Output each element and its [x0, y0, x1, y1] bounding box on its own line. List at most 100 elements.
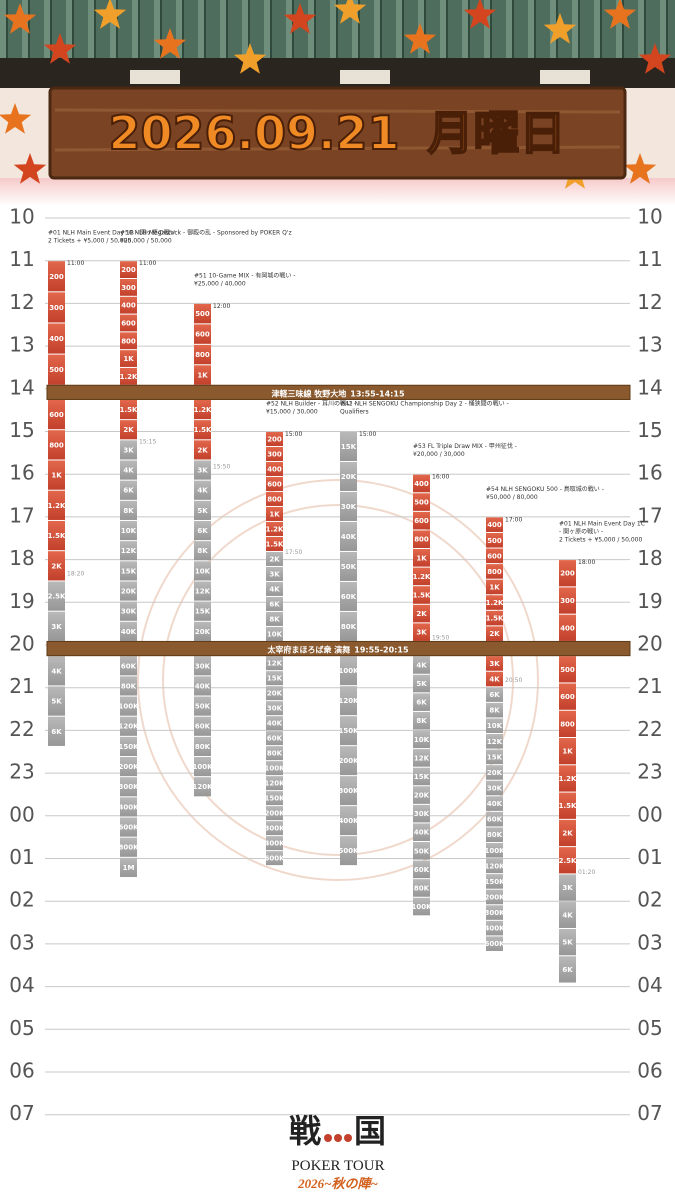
- level-block: [48, 520, 65, 551]
- level-block: [266, 566, 283, 581]
- level-block: [194, 756, 211, 777]
- roof: [0, 0, 675, 62]
- level-label: 300: [49, 304, 64, 312]
- level-label: 50K: [414, 847, 430, 855]
- footer-logo: 戦 国 POKER TOUR 2026~秋の陣~: [289, 1112, 386, 1191]
- level-block: [486, 517, 503, 532]
- level-block: [413, 586, 430, 604]
- level-label: 80K: [121, 682, 137, 690]
- level-block: [559, 710, 576, 738]
- level-label: 3K: [51, 623, 62, 631]
- level-block: [486, 780, 503, 796]
- level-label: 100K: [264, 765, 285, 773]
- level-label: 1.5K: [48, 532, 66, 540]
- level-block: [194, 777, 211, 797]
- leaf: [333, 0, 367, 24]
- level-label: 15K: [341, 443, 357, 451]
- level-label: 1.5K: [413, 591, 431, 599]
- level-block: [340, 686, 357, 716]
- level-block: [486, 595, 503, 610]
- hour-label: 19: [9, 589, 34, 613]
- level-block: [413, 493, 430, 511]
- level-label: 150K: [484, 878, 505, 886]
- level-label: 150K: [118, 743, 139, 751]
- event-title: Qualifiers: [340, 409, 369, 416]
- level-label: 200: [49, 273, 64, 281]
- level-label: 500: [487, 537, 502, 545]
- level-block: [413, 693, 430, 711]
- level-block: [486, 579, 503, 595]
- hour-label: 15: [637, 418, 662, 442]
- level-label: 5K: [416, 680, 427, 688]
- level-block: [486, 671, 503, 687]
- level-label: 800: [414, 536, 429, 544]
- level-label: 600: [195, 331, 210, 339]
- level-label: 120K: [484, 862, 505, 870]
- level-label: 300K: [118, 783, 139, 791]
- level-block: [413, 623, 430, 641]
- level-label: 6K: [269, 600, 280, 608]
- level-label: 20K: [414, 792, 430, 800]
- hour-label: 01: [9, 845, 34, 869]
- level-label: 1.5K: [486, 615, 504, 623]
- level-block: [486, 905, 503, 920]
- level-label: 600K: [264, 855, 285, 863]
- level-block: [120, 314, 137, 332]
- level-block: [48, 581, 65, 611]
- level-label: 500: [560, 666, 575, 674]
- level-block: [340, 776, 357, 806]
- level-block: [340, 491, 357, 521]
- event-title: #01 NLH Main Event Day 1B - 関ヶ原の戦い -: [48, 229, 180, 237]
- level-label: 6K: [489, 691, 500, 699]
- level-block: [194, 520, 211, 541]
- level-label: 800K: [118, 844, 139, 852]
- level-label: 3K: [416, 629, 427, 637]
- level-label: 6K: [197, 527, 208, 535]
- level-label: 3K: [489, 660, 500, 668]
- level-block: [194, 303, 211, 324]
- level-label: 12K: [487, 738, 503, 746]
- level-label: 1.2K: [194, 406, 212, 414]
- level-label: 80K: [195, 743, 211, 751]
- hour-label: 00: [9, 802, 34, 826]
- logo-name: POKER TOUR: [291, 1158, 384, 1174]
- level-block: [486, 827, 503, 842]
- hour-label: 02: [9, 888, 34, 912]
- level-label: 12K: [195, 588, 211, 596]
- level-label: 50K: [195, 703, 211, 711]
- level-label: 2.5K: [48, 593, 66, 601]
- hour-label: 21: [637, 674, 662, 698]
- level-label: 50K: [341, 563, 357, 571]
- level-label: 20K: [195, 628, 211, 636]
- level-block: [559, 901, 576, 928]
- hour-label: 10: [9, 205, 34, 229]
- level-block: [413, 549, 430, 567]
- level-label: 200: [560, 570, 575, 578]
- level-block: [120, 332, 137, 350]
- level-block: [48, 292, 65, 323]
- level-label: 100K: [192, 763, 213, 771]
- level-label: 1.2K: [486, 599, 504, 607]
- level-label: 15K: [121, 567, 137, 575]
- level-block: [486, 842, 503, 858]
- level-label: 1K: [269, 510, 280, 518]
- level-block: [266, 821, 283, 836]
- level-block: [120, 278, 137, 296]
- level-block: [120, 420, 137, 440]
- time-grid: 10 10 11 11 12 12 13 13 14 14 15 15 16 16 17 17 18 18 19 19…: [9, 205, 662, 1126]
- hour-label: 07: [9, 1101, 34, 1125]
- level-label: 15K: [414, 773, 430, 781]
- level-label: 6K: [416, 699, 427, 707]
- level-label: 600K: [484, 940, 505, 948]
- level-label: 600: [267, 480, 282, 488]
- level-block: [413, 656, 430, 674]
- level-block: [340, 551, 357, 581]
- level-label: 40K: [267, 720, 283, 728]
- level-block: [413, 604, 430, 623]
- level-block: [486, 548, 503, 564]
- level-block: [266, 731, 283, 746]
- level-block: [486, 564, 503, 579]
- level-label: 60K: [414, 866, 430, 874]
- break-text: 津軽三味線 牧野大地 13:55-14:15: [271, 388, 404, 398]
